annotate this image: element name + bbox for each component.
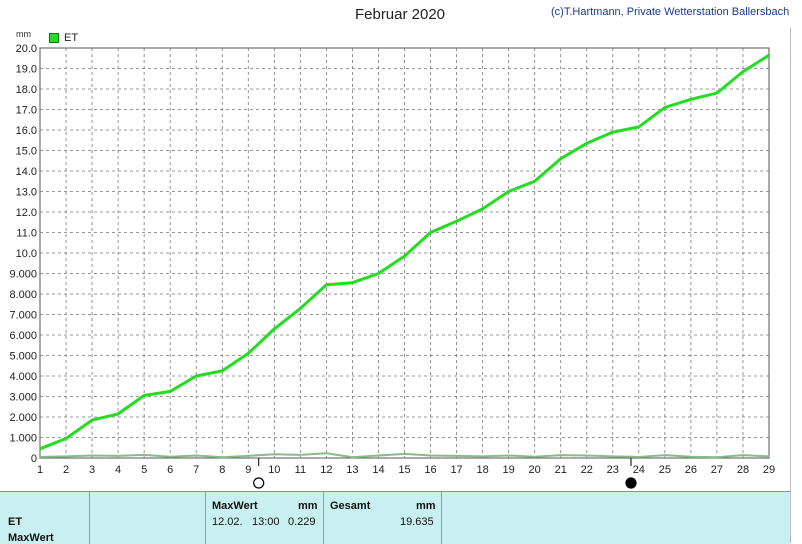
x-tick-label: 20 bbox=[529, 464, 541, 476]
x-tick-label: 5 bbox=[141, 464, 147, 476]
x-tick-label: 4 bbox=[115, 464, 121, 476]
legend-swatch bbox=[49, 33, 59, 43]
max-unit: mm bbox=[298, 500, 318, 512]
panel-series-label: ET bbox=[8, 516, 22, 528]
x-tick-label: 10 bbox=[268, 464, 280, 476]
x-tick-label: 1 bbox=[37, 464, 43, 476]
x-tick-label: 19 bbox=[503, 464, 515, 476]
x-tick-label: 22 bbox=[581, 464, 593, 476]
x-tick-label: 16 bbox=[424, 464, 436, 476]
total-header: Gesamt bbox=[330, 500, 370, 512]
summary-panel: ET MaxWert MaxWert mm 12.02. 13:00 0.229… bbox=[0, 491, 790, 544]
x-tick-label: 29 bbox=[763, 464, 775, 476]
y-tick-label: 2.000 bbox=[9, 412, 37, 424]
x-tick-label: 27 bbox=[711, 464, 723, 476]
y-tick-label: 13.0 bbox=[16, 187, 37, 199]
right-scroll-strip bbox=[790, 28, 802, 543]
y-tick-label: 18.0 bbox=[16, 84, 37, 96]
max-date: 12.02. bbox=[212, 516, 243, 528]
x-tick-label: 2 bbox=[63, 464, 69, 476]
legend-label: ET bbox=[64, 32, 78, 44]
y-tick-label: 14.0 bbox=[16, 166, 37, 178]
copyright-credit: (c)T.Hartmann, Private Wetterstation Bal… bbox=[551, 6, 789, 18]
y-tick-label: 15.0 bbox=[16, 146, 37, 158]
y-tick-label: 12.0 bbox=[16, 207, 37, 219]
panel-max-cell: MaxWert mm 12.02. 13:00 0.229 bbox=[206, 492, 324, 544]
y-tick-label: 6.000 bbox=[9, 330, 37, 342]
panel-total-cell: Gesamt mm 19.635 bbox=[324, 492, 442, 544]
chart-title: Februar 2020 bbox=[300, 6, 500, 23]
x-tick-label: 9 bbox=[245, 464, 251, 476]
x-tick-label: 23 bbox=[607, 464, 619, 476]
y-tick-label: 16.0 bbox=[16, 125, 37, 137]
x-tick-label: 6 bbox=[167, 464, 173, 476]
x-tick-label: 18 bbox=[476, 464, 488, 476]
x-tick-label: 21 bbox=[555, 464, 567, 476]
y-tick-label: 7.000 bbox=[9, 310, 37, 322]
y-tick-label: 19.0 bbox=[16, 64, 37, 76]
x-tick-label: 11 bbox=[295, 464, 306, 476]
x-tick-label: 7 bbox=[193, 464, 199, 476]
panel-empty-cell bbox=[90, 492, 206, 544]
y-tick-label: 8.000 bbox=[9, 289, 37, 301]
x-tick-label: 25 bbox=[659, 464, 671, 476]
x-tick-label: 13 bbox=[346, 464, 358, 476]
total-value: 19.635 bbox=[400, 516, 434, 528]
x-tick-label: 26 bbox=[685, 464, 697, 476]
y-tick-label: 3.000 bbox=[9, 392, 37, 404]
x-tick-label: 15 bbox=[398, 464, 410, 476]
y-axis-unit: mm bbox=[16, 29, 31, 39]
x-tick-label: 8 bbox=[219, 464, 225, 476]
x-tick-label: 24 bbox=[633, 464, 645, 476]
new-moon-icon bbox=[626, 478, 636, 488]
max-value: 0.229 bbox=[288, 516, 316, 528]
panel-label-cell: ET MaxWert bbox=[0, 492, 90, 544]
full-moon-icon bbox=[254, 478, 264, 488]
x-tick-label: 12 bbox=[320, 464, 332, 476]
max-time: 13:00 bbox=[252, 516, 280, 528]
legend[interactable]: ET bbox=[49, 32, 78, 44]
y-tick-label: 10.0 bbox=[16, 248, 37, 260]
chart-area: 01.0002.0003.0004.0005.0006.0007.0008.00… bbox=[0, 0, 790, 491]
y-tick-label: 20.0 bbox=[16, 43, 37, 55]
y-tick-label: 11.0 bbox=[16, 228, 37, 240]
y-tick-label: 5.000 bbox=[9, 351, 37, 363]
x-tick-label: 28 bbox=[737, 464, 749, 476]
panel-row-label: MaxWert bbox=[8, 532, 54, 544]
y-tick-label: 9.000 bbox=[9, 269, 37, 281]
y-tick-label: 17.0 bbox=[16, 105, 37, 117]
y-tick-label: 4.000 bbox=[9, 371, 37, 383]
max-header: MaxWert bbox=[212, 500, 258, 512]
x-tick-label: 3 bbox=[89, 464, 95, 476]
total-unit: mm bbox=[416, 500, 436, 512]
x-tick-label: 17 bbox=[450, 464, 462, 476]
x-tick-label: 14 bbox=[372, 464, 384, 476]
y-tick-label: 1.000 bbox=[9, 433, 37, 445]
